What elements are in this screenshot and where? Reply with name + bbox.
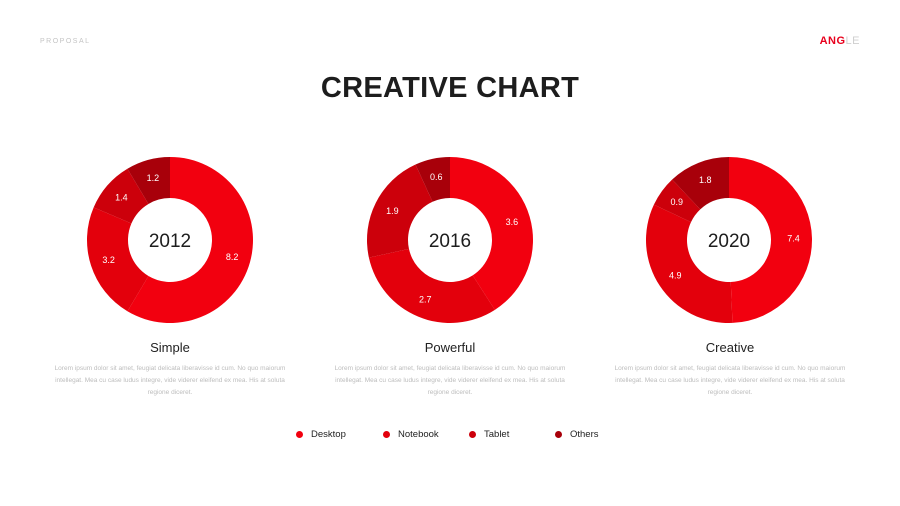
- legend-item-others: Others: [555, 429, 599, 440]
- legend-label: Others: [570, 429, 599, 440]
- legend-dot: [555, 431, 562, 438]
- chart-caption-3: Creative Lorem ipsum dolor sit amet, feu…: [610, 340, 850, 399]
- chart-description: Lorem ipsum dolor sit amet, feugiat deli…: [334, 365, 566, 396]
- donut-slice-tablet: [93, 168, 149, 224]
- donut-center-year: 2016: [429, 231, 471, 252]
- legend-item-notebook: Notebook: [383, 429, 439, 440]
- donut-slice-tablet: [653, 179, 701, 223]
- donut-slice-others: [672, 157, 729, 210]
- donut-slice-desktop: [729, 157, 812, 323]
- legend-dot: [383, 431, 390, 438]
- legend-dot: [296, 431, 303, 438]
- slice-value-label: 0.6: [430, 172, 443, 182]
- chart-caption-2: Powerful Lorem ipsum dolor sit amet, feu…: [330, 340, 570, 399]
- chart-name: Powerful: [424, 340, 476, 355]
- slice-value-label: 4.9: [669, 271, 682, 281]
- donut-slice-notebook: [646, 204, 733, 323]
- chart-description: Lorem ipsum dolor sit amet, feugiat deli…: [614, 365, 846, 396]
- donut-center-year: 2012: [149, 231, 191, 252]
- brand-logo: ANGLE: [820, 35, 860, 47]
- slice-value-label: 1.9: [386, 206, 399, 216]
- slice-value-label: 3.6: [506, 217, 519, 227]
- slice-value-label: 3.2: [102, 255, 115, 265]
- chart-caption-1: Simple Lorem ipsum dolor sit amet, feugi…: [50, 340, 290, 399]
- donut-slice-notebook: [87, 207, 149, 312]
- page-title: CREATIVE CHART: [320, 72, 580, 104]
- donut-slice-tablet: [367, 164, 433, 258]
- legend-label: Desktop: [311, 429, 346, 440]
- donut-slice-others: [127, 157, 170, 204]
- legend-label: Notebook: [398, 429, 439, 440]
- slice-value-label: 7.4: [787, 234, 800, 244]
- legend-item-desktop: Desktop: [296, 429, 346, 440]
- slice-value-label: 1.4: [115, 193, 128, 203]
- legend: Desktop Notebook Tablet Others: [0, 429, 900, 443]
- brand-strong: ANG: [819, 35, 846, 47]
- slice-value-label: 8.2: [226, 252, 239, 262]
- slice-value-label: 1.8: [699, 175, 712, 185]
- slice-value-label: 2.7: [419, 295, 432, 305]
- legend-item-tablet: Tablet: [469, 429, 509, 440]
- legend-dot: [469, 431, 476, 438]
- donut-slice-notebook: [368, 248, 495, 323]
- legend-label: Tablet: [484, 429, 510, 440]
- chart-name: Creative: [705, 340, 755, 355]
- proposal-label: PROPOSAL: [40, 38, 91, 45]
- donut-slice-desktop: [450, 157, 533, 310]
- slice-value-label: 0.9: [671, 197, 684, 207]
- donut-center-year: 2020: [708, 231, 750, 252]
- slice-value-label: 1.2: [147, 173, 160, 183]
- brand-light: LE: [845, 35, 860, 47]
- donut-slice-desktop: [127, 157, 253, 323]
- donut-slice-others: [415, 157, 450, 202]
- chart-description: Lorem ipsum dolor sit amet, feugiat deli…: [54, 365, 286, 396]
- chart-name: Simple: [150, 340, 190, 355]
